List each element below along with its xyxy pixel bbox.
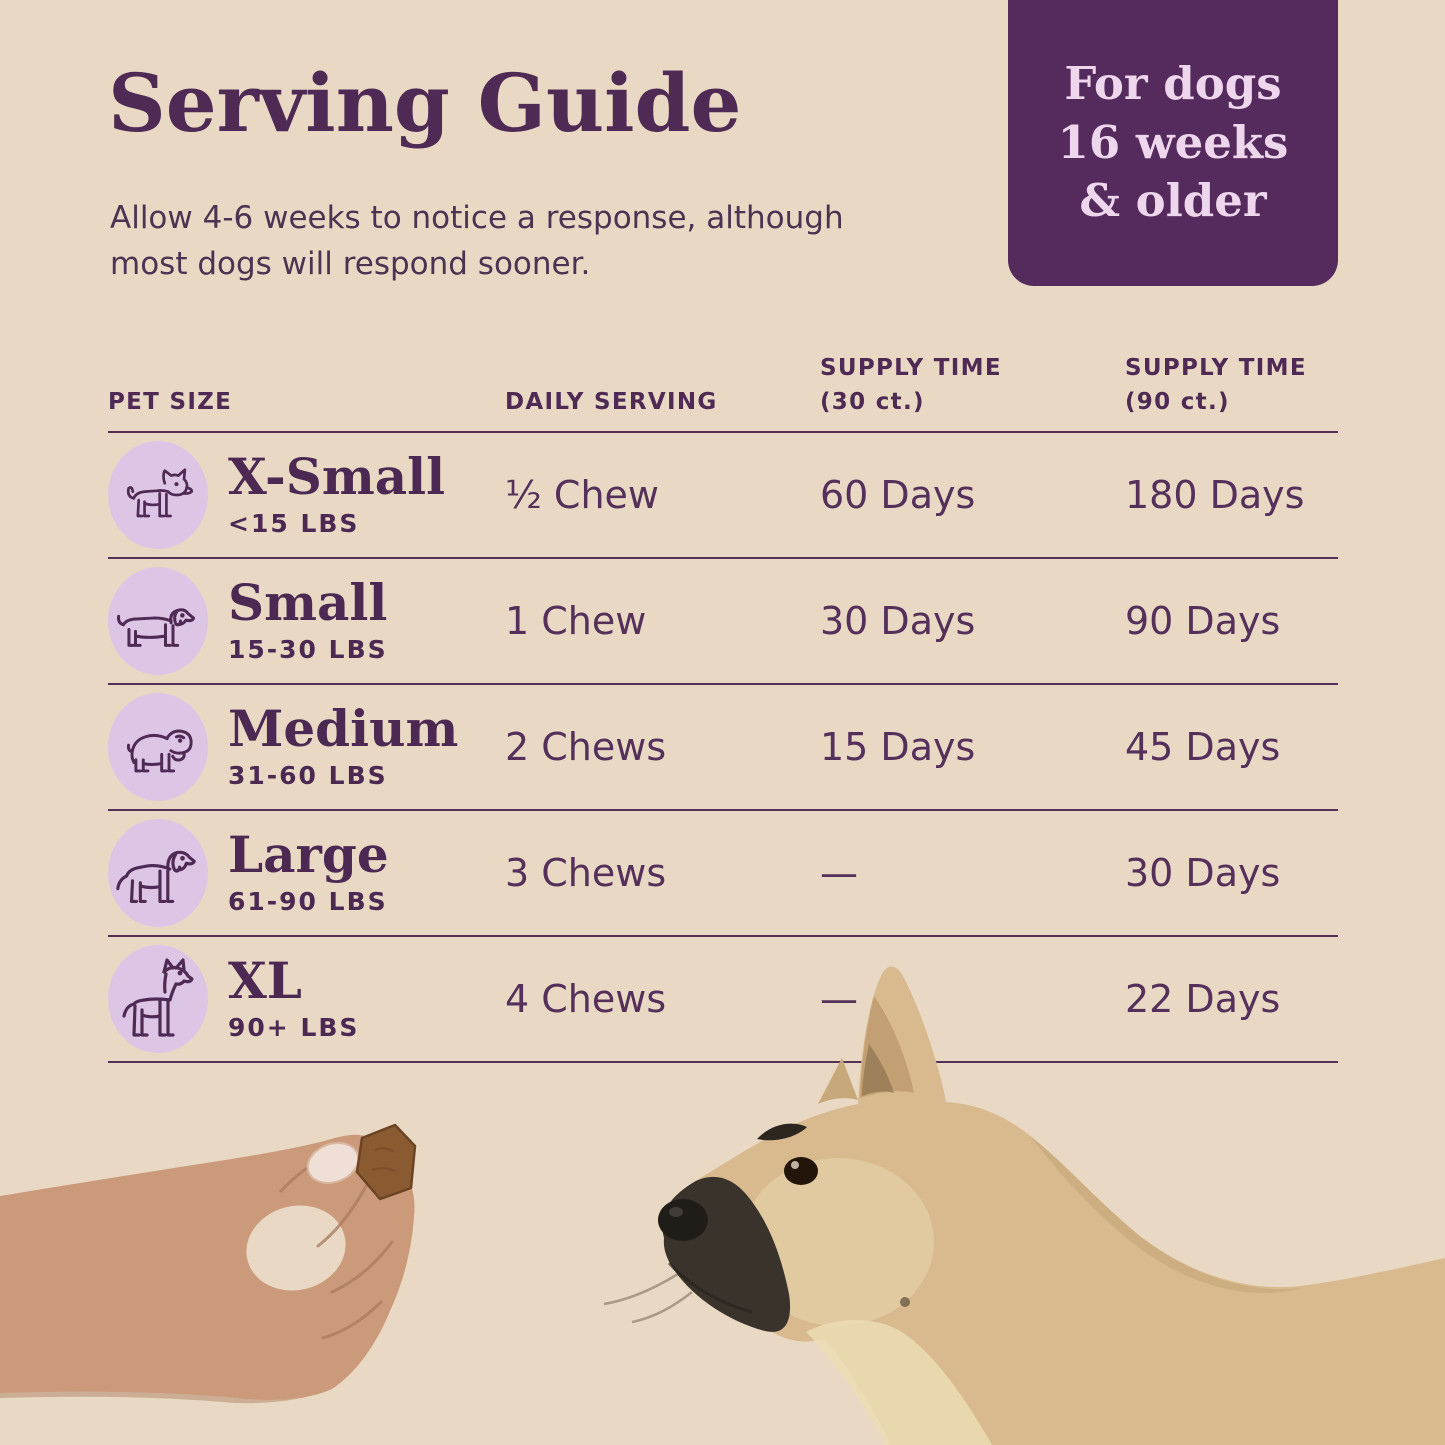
daily-serving-value: 4 Chews (505, 977, 667, 1021)
subtitle: Allow 4-6 weeks to notice a response, al… (110, 196, 844, 288)
chew-photo (355, 1123, 417, 1201)
pet-size-text: Medium 31-60 LBS (228, 699, 459, 791)
pet-size-name: Medium (228, 699, 459, 758)
supply-90-value: 90 Days (1125, 599, 1281, 643)
supply-90-value: 22 Days (1125, 977, 1281, 1021)
pet-size-cell: X-Small <15 LBS (108, 441, 505, 549)
age-badge: For dogs 16 weeks & older (1008, 0, 1338, 286)
icon-circle (108, 441, 208, 549)
retriever-icon (108, 819, 208, 927)
column-header-supply-90: SUPPLY TIME (90 ct.) (1125, 355, 1307, 415)
supply-30-value: 15 Days (820, 725, 976, 769)
supply-90-value: 30 Days (1125, 851, 1281, 895)
pet-size-cell: Small 15-30 LBS (108, 567, 505, 675)
pet-size-name: Small (228, 573, 388, 632)
pet-size-text: X-Small <15 LBS (228, 447, 446, 539)
daily-serving-value: 1 Chew (505, 599, 647, 643)
supply-30-value: 30 Days (820, 599, 976, 643)
supply-90-value: 180 Days (1125, 473, 1305, 517)
thumb-nail (306, 1142, 360, 1184)
column-header-pet-size: PET SIZE (108, 388, 233, 415)
pet-size-text: XL 90+ LBS (228, 951, 360, 1043)
age-badge-line-2: 16 weeks (1057, 115, 1289, 169)
table-row: XL 90+ LBS 4 Chews — 22 Days (108, 937, 1338, 1063)
bulldog-icon (108, 693, 208, 801)
page-title: Serving Guide (108, 56, 742, 150)
serving-table: PET SIZE DAILY SERVING SUPPLY TIME (30 c… (108, 330, 1338, 1063)
pet-size-name: X-Small (228, 447, 446, 506)
pet-size-text: Large 61-90 LBS (228, 825, 389, 917)
icon-circle (108, 819, 208, 927)
great-dane-icon (108, 945, 208, 1053)
pet-size-name: XL (228, 951, 302, 1010)
age-badge-line-3: & older (1079, 174, 1267, 228)
pet-weight-range: 15-30 LBS (228, 635, 388, 664)
supply-90-value: 45 Days (1125, 725, 1281, 769)
daily-serving-value: ½ Chew (505, 473, 659, 517)
pet-size-name: Large (228, 825, 389, 884)
pet-size-cell: Large 61-90 LBS (108, 819, 505, 927)
chihuahua-icon (108, 441, 208, 549)
age-badge-line-1: For dogs (1064, 57, 1282, 111)
supply-30-value: — (820, 851, 858, 895)
table-row: Large 61-90 LBS 3 Chews — 30 Days (108, 811, 1338, 937)
pet-weight-range: 31-60 LBS (228, 761, 388, 790)
table-header-row: PET SIZE DAILY SERVING SUPPLY TIME (30 c… (108, 330, 1338, 433)
table-row: Small 15-30 LBS 1 Chew 30 Days 90 Days (108, 559, 1338, 685)
pet-weight-range: 61-90 LBS (228, 887, 388, 916)
pet-size-text: Small 15-30 LBS (228, 573, 388, 665)
table-row: Medium 31-60 LBS 2 Chews 15 Days 45 Days (108, 685, 1338, 811)
supply-30-value: — (820, 977, 858, 1021)
daily-serving-value: 3 Chews (505, 851, 667, 895)
supply-30-value: 60 Days (820, 473, 976, 517)
column-header-supply-30: SUPPLY TIME (30 ct.) (820, 355, 1002, 415)
daily-serving-value: 2 Chews (505, 725, 667, 769)
photo-hand (0, 1123, 417, 1404)
dog-eye (784, 1157, 818, 1185)
subtitle-line-1: Allow 4-6 weeks to notice a response, al… (110, 200, 844, 236)
pet-size-cell: Medium 31-60 LBS (108, 693, 505, 801)
table-row: X-Small <15 LBS ½ Chew 60 Days 180 Days (108, 433, 1338, 559)
pet-weight-range: <15 LBS (228, 509, 360, 538)
pet-weight-range: 90+ LBS (228, 1013, 360, 1042)
pet-size-cell: XL 90+ LBS (108, 945, 505, 1053)
dog-nose (658, 1199, 708, 1241)
dachshund-icon (108, 567, 208, 675)
column-header-daily-serving: DAILY SERVING (505, 388, 718, 415)
subtitle-line-2: most dogs will respond sooner. (110, 245, 591, 282)
